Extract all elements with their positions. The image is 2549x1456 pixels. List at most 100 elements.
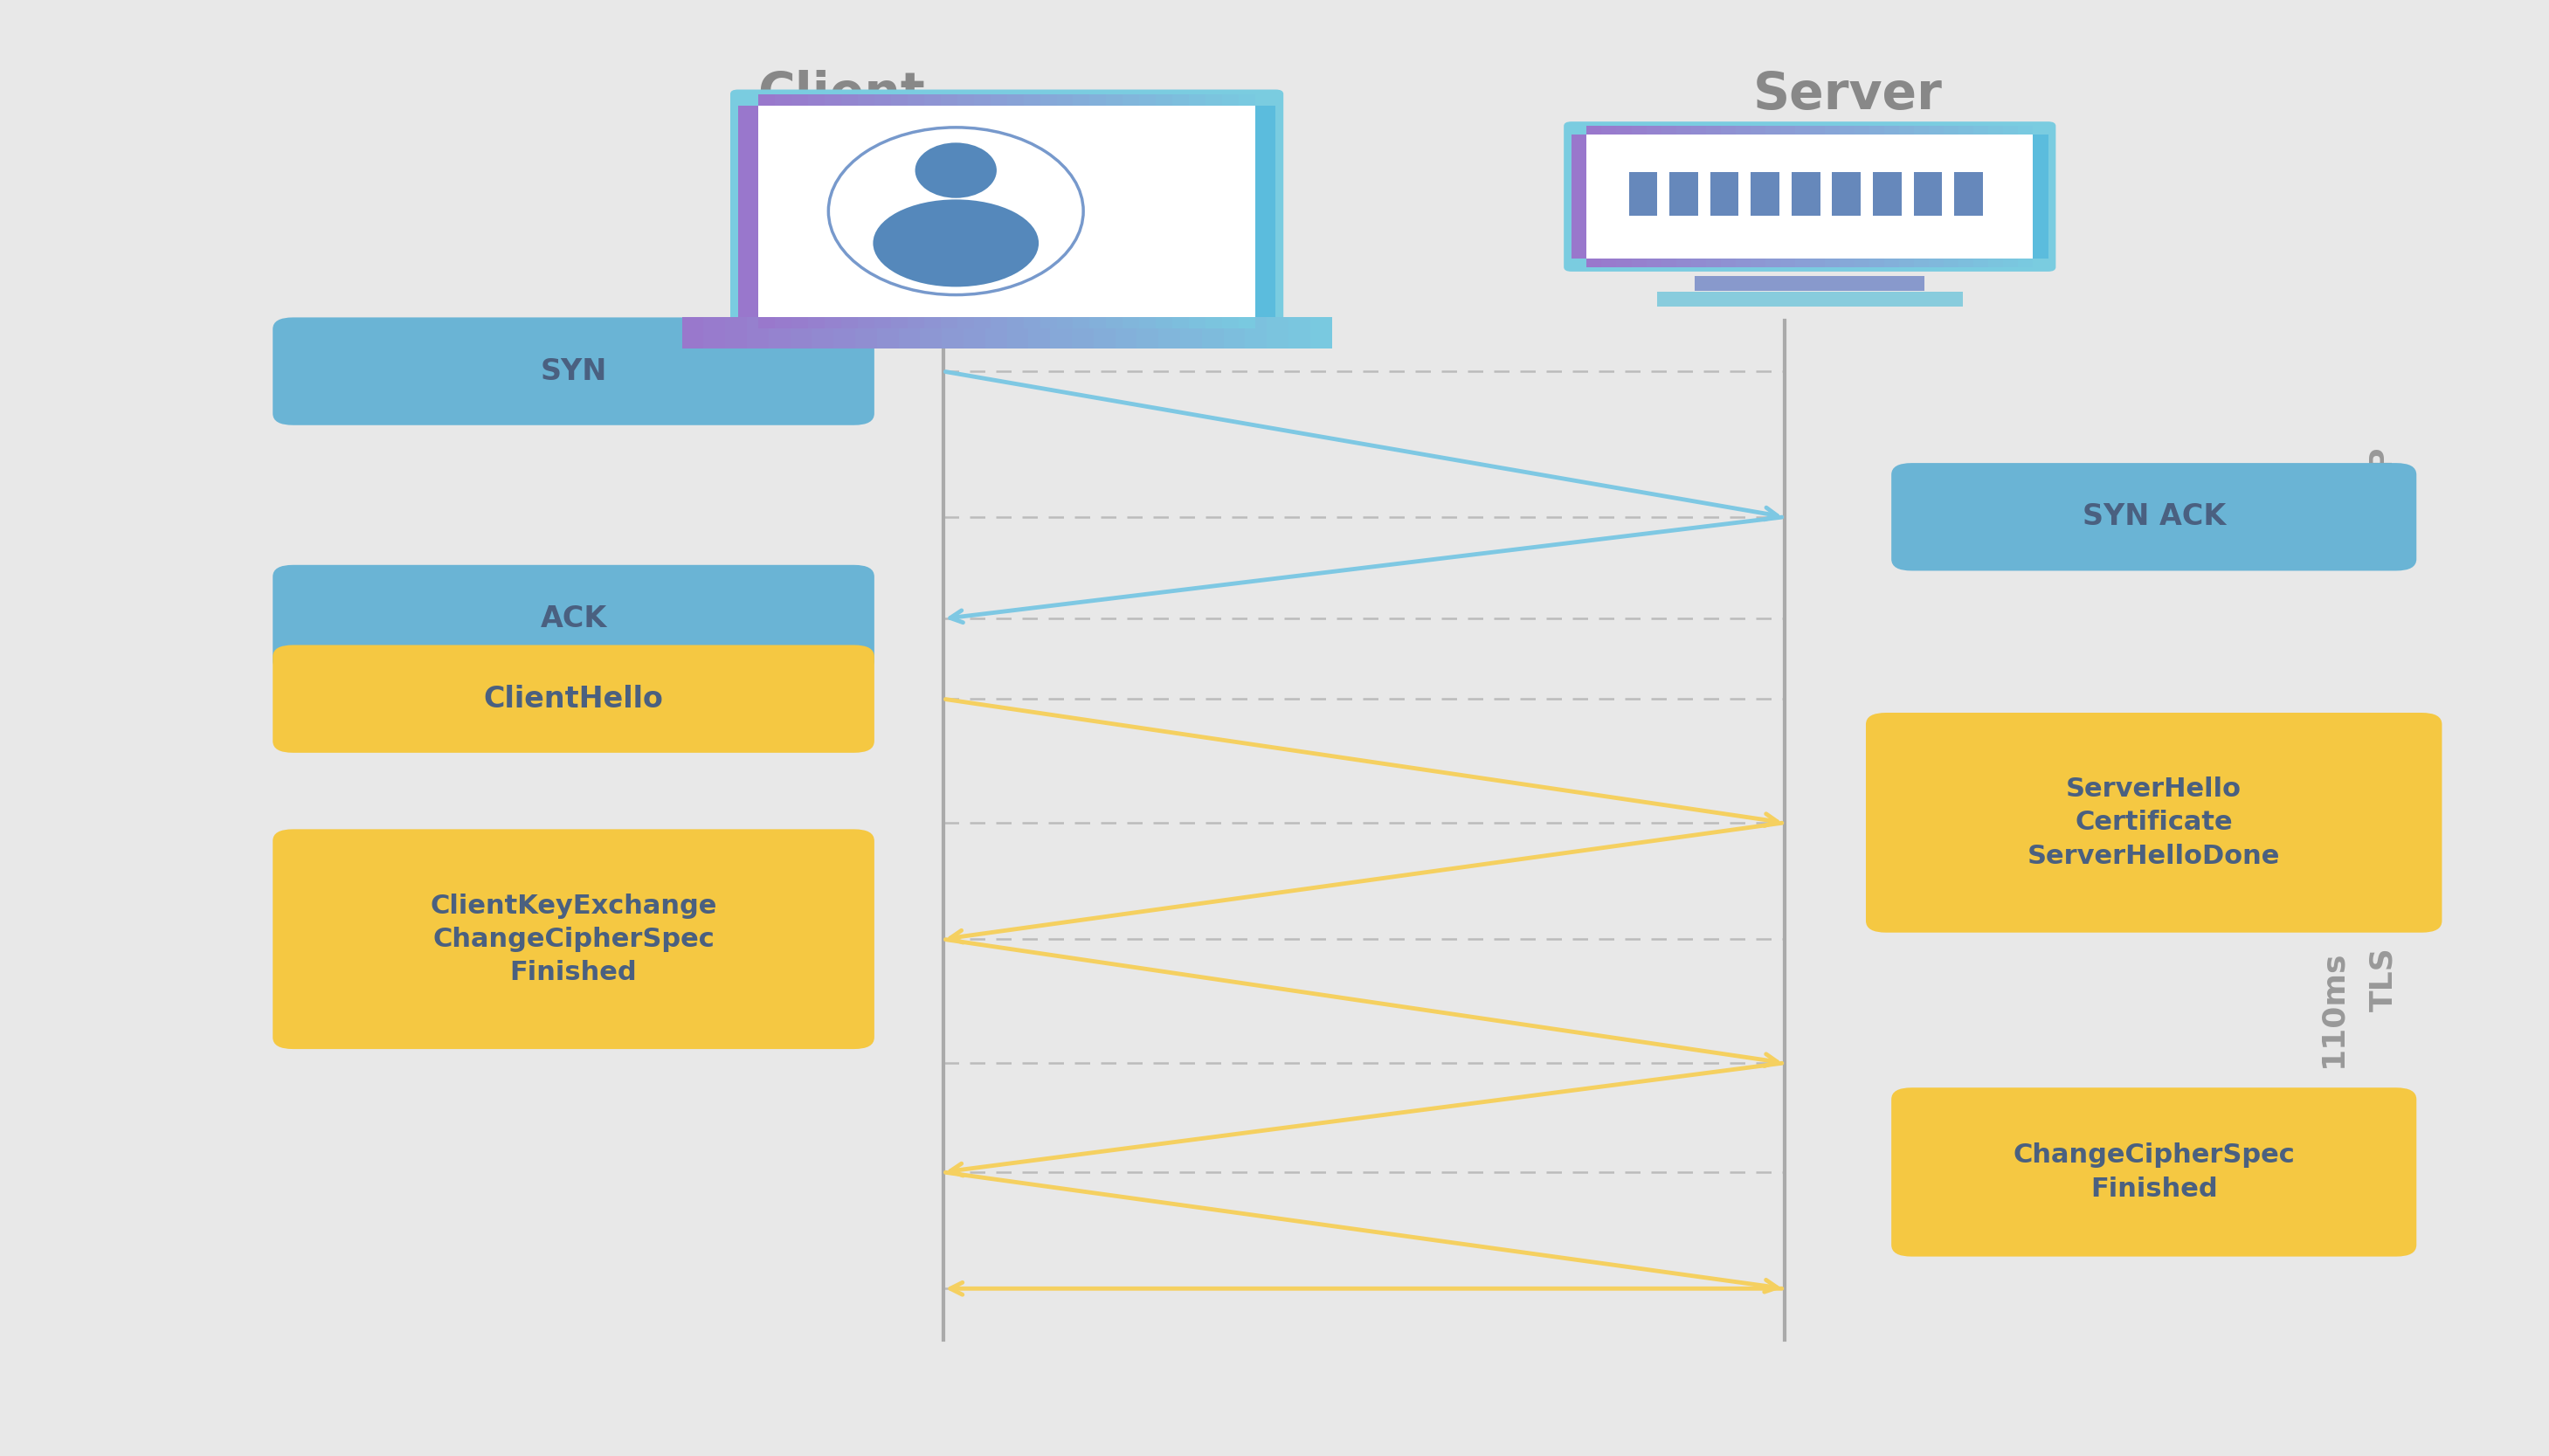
Bar — [989, 95, 1007, 106]
Bar — [1007, 317, 1025, 329]
Bar — [1267, 317, 1287, 349]
Bar — [1825, 127, 1840, 135]
Text: TLS: TLS — [2368, 946, 2399, 1012]
Bar — [1254, 106, 1274, 317]
Bar — [1792, 172, 1820, 215]
Bar — [1157, 317, 1180, 349]
Bar — [1007, 317, 1030, 349]
Bar — [1073, 317, 1091, 329]
Bar — [790, 317, 808, 329]
Bar — [984, 317, 1007, 349]
Bar — [1874, 172, 1902, 215]
Bar — [890, 95, 907, 106]
Bar — [923, 317, 941, 329]
Bar — [1007, 95, 1025, 106]
FancyBboxPatch shape — [1891, 463, 2416, 571]
Bar — [1899, 259, 1914, 268]
Bar — [856, 317, 874, 329]
Text: ChangeCipherSpec
Finished: ChangeCipherSpec Finished — [2014, 1143, 2294, 1201]
FancyBboxPatch shape — [273, 645, 874, 753]
Bar — [1631, 259, 1647, 268]
Bar — [1810, 127, 1825, 135]
Bar — [1695, 277, 1924, 291]
Bar — [841, 95, 856, 106]
Bar — [1173, 95, 1188, 106]
Bar — [1751, 259, 1764, 268]
Bar — [1114, 317, 1137, 349]
Bar — [1206, 95, 1224, 106]
Bar — [877, 317, 900, 349]
Bar — [856, 95, 874, 106]
Bar — [1616, 127, 1631, 135]
Bar — [2032, 135, 2047, 259]
Text: ClientKeyExchange
ChangeCipherSpec
Finished: ClientKeyExchange ChangeCipherSpec Finis… — [431, 893, 716, 986]
Bar — [1853, 127, 1868, 135]
Bar — [1585, 127, 1601, 135]
Bar — [1094, 317, 1116, 349]
Bar — [989, 317, 1007, 329]
Bar — [1868, 259, 1884, 268]
Bar — [1853, 259, 1868, 268]
Bar — [1736, 127, 1751, 135]
Bar — [1106, 317, 1122, 329]
Bar — [1779, 127, 1794, 135]
Text: Server: Server — [1754, 70, 1942, 119]
Bar — [790, 95, 808, 106]
Bar — [683, 317, 704, 349]
Bar — [1122, 95, 1139, 106]
Bar — [1601, 259, 1616, 268]
Bar — [757, 317, 775, 329]
Bar — [1914, 127, 1930, 135]
Bar — [1958, 259, 1973, 268]
Bar — [823, 317, 841, 329]
Text: ClientHello: ClientHello — [484, 684, 663, 713]
Bar — [1736, 259, 1751, 268]
Bar — [923, 95, 941, 106]
Bar — [1825, 259, 1840, 268]
Bar — [739, 106, 760, 317]
Bar — [1657, 293, 1963, 307]
Bar — [1088, 95, 1106, 106]
Bar — [1899, 127, 1914, 135]
Bar — [2019, 127, 2032, 135]
FancyBboxPatch shape — [273, 565, 874, 673]
Bar — [1570, 135, 1585, 259]
Bar — [1224, 317, 1246, 349]
Bar — [1973, 127, 1988, 135]
Bar — [1751, 172, 1779, 215]
Bar — [1585, 259, 1601, 268]
Bar — [841, 317, 856, 329]
Text: 110ms: 110ms — [2317, 949, 2348, 1067]
Bar — [1942, 127, 1958, 135]
Bar — [1764, 127, 1779, 135]
Bar — [1721, 127, 1736, 135]
Bar — [1930, 127, 1942, 135]
Bar — [1629, 172, 1657, 215]
Text: 50ms: 50ms — [2317, 462, 2348, 558]
Bar — [907, 317, 923, 329]
Bar — [956, 317, 974, 329]
Bar — [1290, 317, 1310, 349]
Bar — [823, 95, 841, 106]
Bar — [767, 317, 790, 349]
Bar — [941, 95, 956, 106]
Bar — [747, 317, 770, 349]
Bar — [1675, 127, 1690, 135]
Bar — [1930, 259, 1942, 268]
Bar — [1122, 317, 1139, 329]
Bar — [1675, 259, 1690, 268]
Text: ACK: ACK — [540, 604, 607, 633]
FancyBboxPatch shape — [1891, 1088, 2416, 1257]
Bar — [1139, 317, 1157, 329]
Bar — [1647, 259, 1662, 268]
Bar — [1139, 95, 1157, 106]
Bar — [1884, 127, 1899, 135]
Bar — [1840, 127, 1853, 135]
Text: Client: Client — [757, 70, 925, 119]
Bar — [1840, 259, 1853, 268]
FancyBboxPatch shape — [1866, 713, 2442, 933]
Ellipse shape — [915, 143, 997, 198]
Bar — [890, 317, 907, 329]
Bar — [1137, 317, 1157, 349]
Bar — [1647, 127, 1662, 135]
